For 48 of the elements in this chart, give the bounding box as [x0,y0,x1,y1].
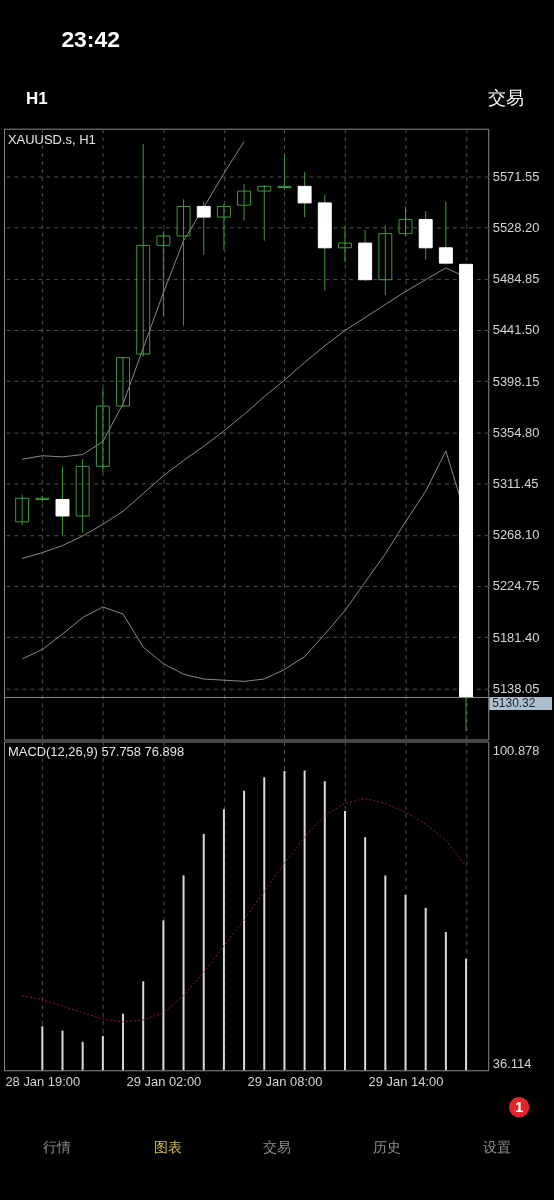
y-tick-label: 5354.80 [492,424,540,440]
y-tick-label: 5268.10 [492,527,540,543]
candlestick [55,465,70,536]
y-tick-label: 5528.20 [492,219,540,235]
ref-line-label: 5130.32 [492,696,536,711]
y-tick-label: 5311.45 [492,476,539,492]
text: 历史 [372,1139,401,1156]
text: 23:42 [61,26,120,52]
y-tick-label: 5484.85 [492,271,540,287]
x-tick-label: 29 Jan 14:00 [368,1073,444,1089]
x-tick-label: 28 Jan 19:00 [5,1073,81,1089]
candlestick [75,458,90,534]
text: H1 [26,88,48,108]
candlestick [15,494,30,526]
candlestick [378,224,393,296]
candlestick [95,387,110,473]
x-tick-label: 29 Jan 02:00 [126,1073,202,1089]
y-tick-label: 5571.55 [492,168,540,184]
chart-title: XAUUSD.s, H1 [7,131,96,147]
candlestick [398,205,413,237]
text: 行情 [42,1139,71,1156]
candlestick [176,198,191,327]
y-tick-label: 5138.05 [492,680,540,696]
candlestick [338,226,352,263]
candlestick [196,201,211,256]
chart-title: MACD(12,26,9) 57.758 76.898 [7,744,185,760]
text: 图表 [154,1139,183,1156]
y-tick-label: 100.878 [492,742,540,758]
candlestick [116,357,131,408]
candlestick [438,201,453,265]
y-tick-label: 5181.40 [492,629,540,645]
candlestick [136,143,151,357]
x-tick-label: 29 Jan 08:00 [247,1073,323,1089]
candlestick [237,183,252,222]
candlestick [277,153,292,191]
text: 交易 [488,87,525,108]
text: 交易 [263,1139,291,1156]
candlestick [297,171,312,218]
y-tick-label: 5224.75 [492,578,540,594]
candlestick [156,230,171,317]
y-tick-label: 5441.50 [492,322,540,338]
text: 1 [514,1098,524,1116]
candlestick [216,203,231,251]
text: 设置 [483,1139,512,1156]
y-tick-label: 36.114 [492,1055,532,1071]
line-series [21,798,467,1023]
y-tick-label: 5398.15 [492,373,540,389]
candlestick [257,184,272,242]
